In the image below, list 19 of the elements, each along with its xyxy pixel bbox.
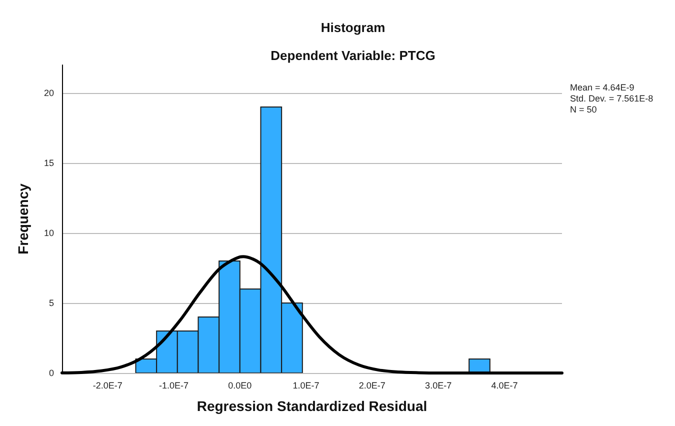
y-tick-label: 0 (48, 368, 54, 378)
x-axis-title: Regression Standardized Residual (196, 398, 428, 414)
y-tick-label: 15 (44, 158, 54, 168)
text: Mean = 4.64E-9 (570, 82, 634, 92)
x-tick-label: 3.0E-7 (425, 380, 452, 390)
x-tick-label: -2.0E-7 (92, 380, 122, 390)
x-tick-label: -1.0E-7 (159, 380, 189, 390)
x-tick-label: 1.0E-7 (292, 380, 320, 390)
x-tick-label: 2.0E-7 (358, 380, 386, 390)
y-axis-title: Frequency (15, 183, 31, 254)
x-tick-label: 0.0E0 (228, 380, 252, 390)
text: N = 50 (570, 104, 597, 114)
chart-subtitle: Dependent Variable: PTCG (270, 48, 436, 63)
text: Std. Dev. = 7.561E-8 (570, 94, 654, 104)
y-tick-label: 5 (48, 298, 54, 308)
y-tick-label: 20 (44, 88, 54, 98)
y-tick-label: 10 (44, 228, 54, 238)
chart-title: Histogram (320, 20, 386, 35)
x-tick-label: 4.0E-7 (491, 380, 518, 390)
